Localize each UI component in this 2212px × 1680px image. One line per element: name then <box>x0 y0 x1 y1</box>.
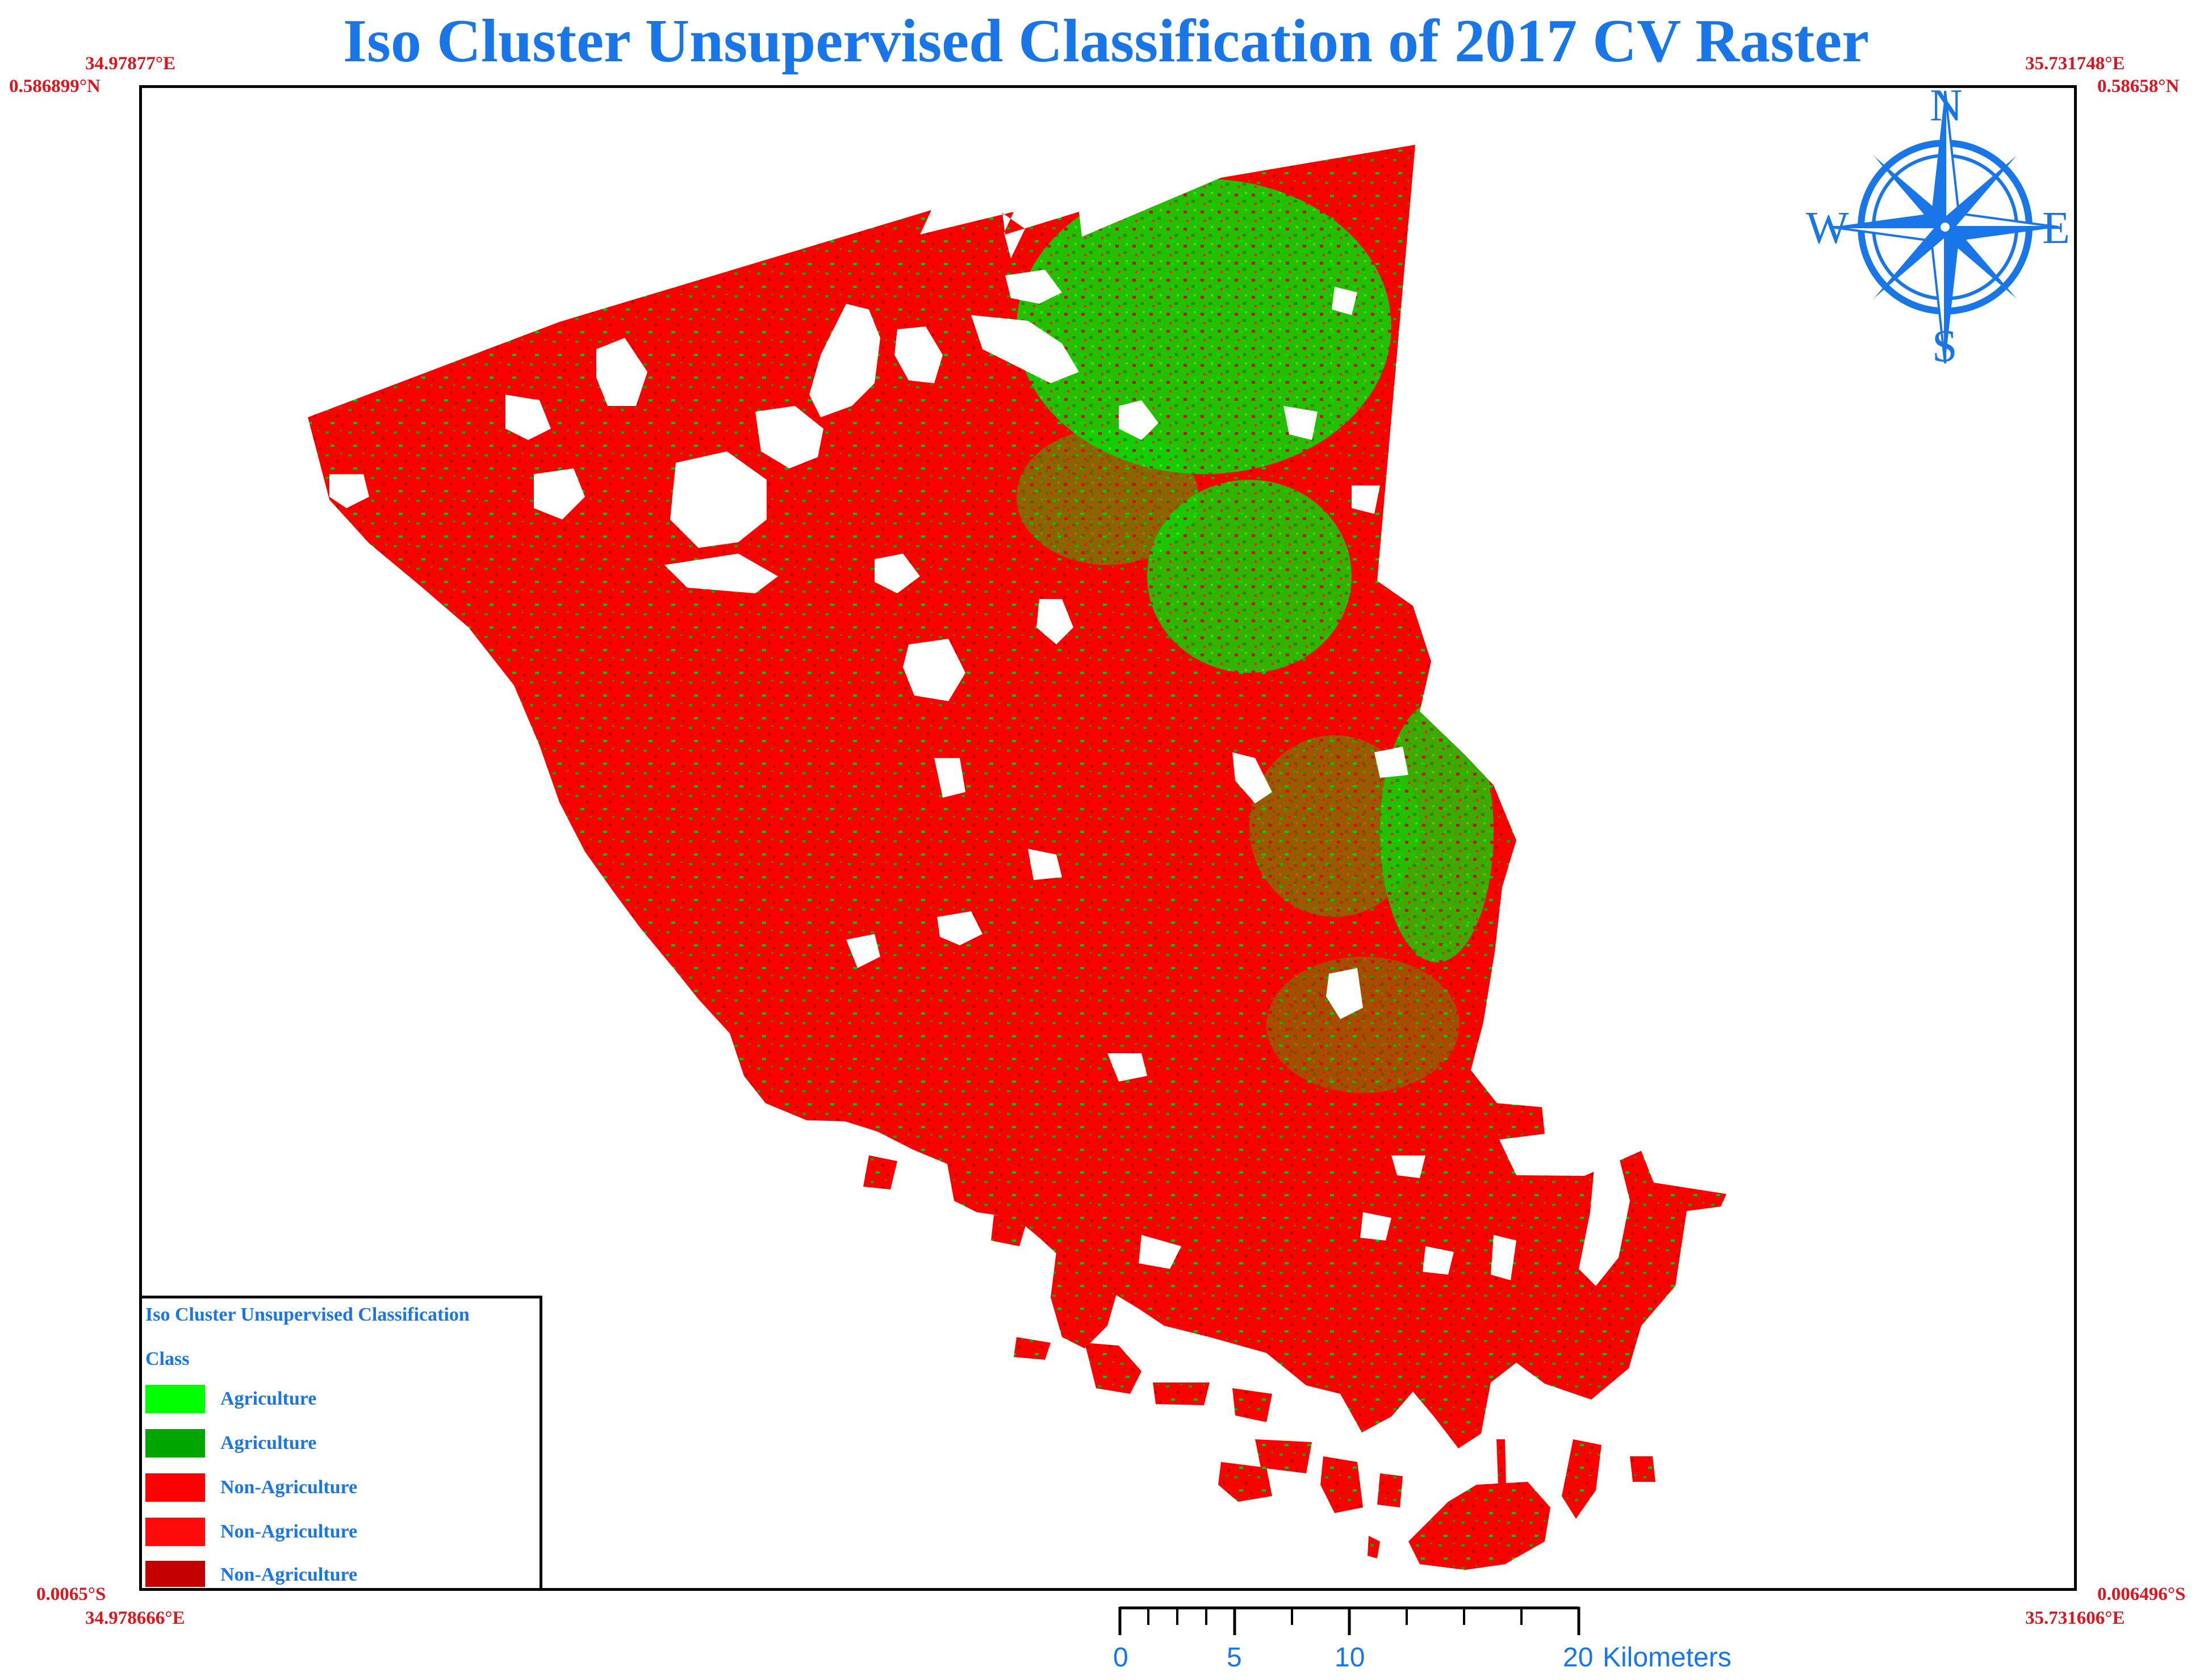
legend-item: Non-Agriculture <box>145 1473 537 1504</box>
compass-rose: N S W E <box>1806 81 2073 371</box>
bottom-left-longitude: 34.978666°E <box>85 1608 185 1628</box>
map-title: Iso Cluster Unsupervised Classification … <box>342 7 1870 75</box>
legend-label: Agriculture <box>220 1432 317 1453</box>
legend-item: Agriculture <box>145 1429 537 1460</box>
legend-label: Agriculture <box>220 1388 317 1409</box>
scale-label-5: 5 <box>1227 1643 1242 1673</box>
map-legend: Iso Cluster Unsupervised Classification … <box>139 1296 542 1591</box>
scale-label-20: 20 <box>1563 1643 1594 1673</box>
classification-raster <box>308 145 1726 1570</box>
legend-swatch-agriculture-light <box>145 1385 205 1413</box>
scale-unit: Kilometers <box>1603 1643 1732 1673</box>
legend-swatch-agriculture-dark <box>145 1429 205 1457</box>
scale-bar: 0 5 10 20 Kilometers <box>1113 1602 1732 1680</box>
compass-west-label: W <box>1806 203 1849 253</box>
legend-swatch-non-agriculture-2 <box>145 1518 205 1546</box>
top-left-latitude: 0.586899°N <box>9 76 101 97</box>
bottom-left-latitude: 0.0065°S <box>36 1584 106 1604</box>
scale-label-0: 0 <box>1113 1643 1128 1673</box>
bottom-right-latitude: 0.006496°S <box>2097 1584 2186 1604</box>
legend-item: Agriculture <box>145 1385 537 1415</box>
legend-item: Non-Agriculture <box>145 1518 537 1548</box>
legend-item: Non-Agriculture <box>145 1561 537 1591</box>
legend-subtitle: Class <box>145 1348 190 1369</box>
legend-title: Iso Cluster Unsupervised Classification <box>145 1304 470 1325</box>
legend-label: Non-Agriculture <box>220 1521 358 1542</box>
legend-label: Non-Agriculture <box>220 1477 358 1498</box>
legend-label: Non-Agriculture <box>220 1564 358 1585</box>
compass-north-label: N <box>1930 81 1963 131</box>
bottom-right-longitude: 35.731606°E <box>2025 1608 2125 1628</box>
top-right-latitude: 0.58658°N <box>2097 76 2180 97</box>
compass-east-label: E <box>2042 203 2070 253</box>
top-right-longitude: 35.731748°E <box>2025 53 2125 74</box>
legend-swatch-non-agriculture-3 <box>145 1561 205 1587</box>
compass-icon <box>1831 90 2059 364</box>
scale-bar-graphic <box>1118 1606 1580 1635</box>
legend-swatch-non-agriculture-1 <box>145 1473 205 1502</box>
top-left-longitude: 34.97877°E <box>85 53 175 74</box>
compass-south-label: S <box>1932 321 1958 371</box>
scale-label-10: 10 <box>1335 1643 1365 1673</box>
